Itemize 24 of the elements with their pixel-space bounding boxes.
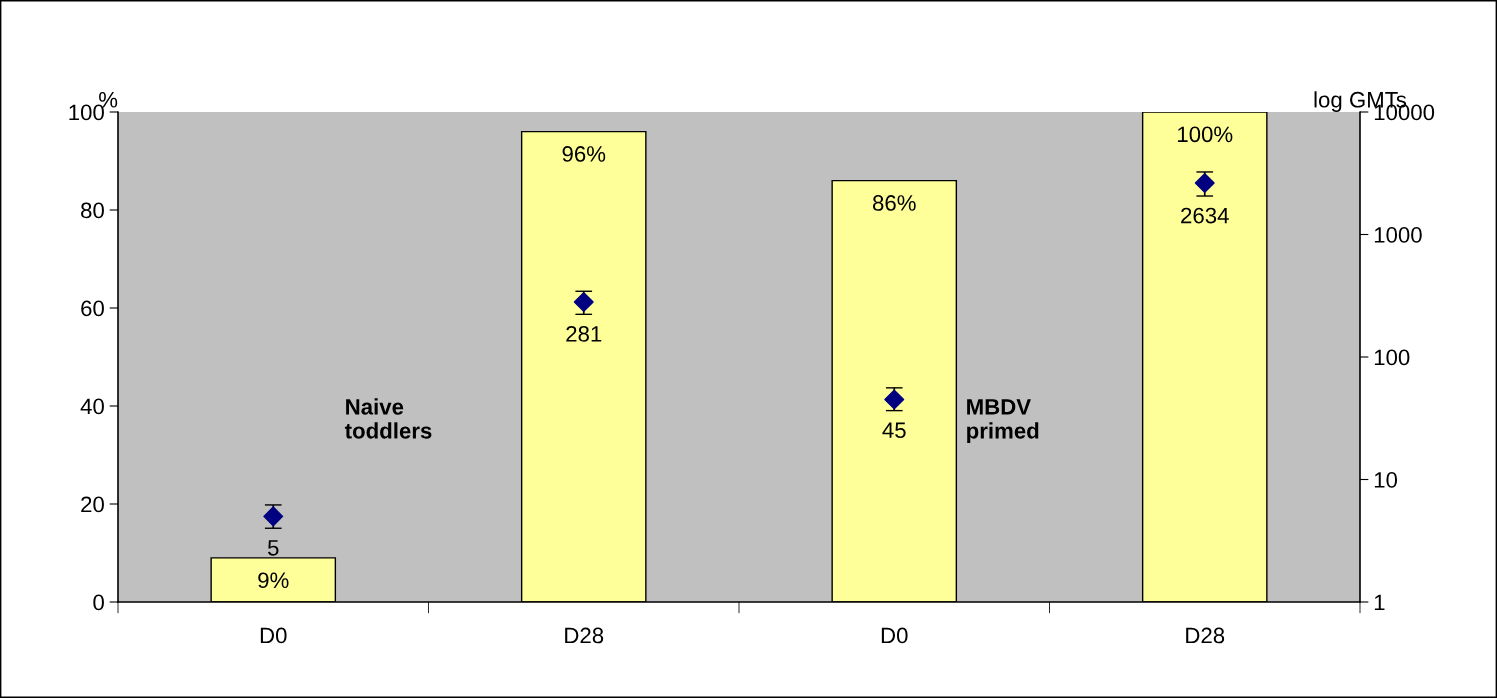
data-label: 5 <box>267 540 279 556</box>
y2-tick-label: 1 <box>1374 594 1385 611</box>
data-label: 281 <box>566 326 602 342</box>
y2-tick-label: 100 <box>1374 349 1410 366</box>
y2-tick-label: 1000 <box>1374 227 1422 243</box>
annotation: MBDV primed <box>967 399 1039 444</box>
point <box>1194 172 1215 193</box>
annotation: Naive toddlers <box>344 398 432 439</box>
x-tick-label: D0 <box>260 627 287 644</box>
y-tick-label: 40 <box>80 398 104 415</box>
x-tick-label: D28 <box>1186 627 1225 644</box>
y-tick-label: 60 <box>81 300 104 317</box>
data-label: 45 <box>882 422 906 439</box>
y-tick-label: 80 <box>81 202 104 219</box>
data-label: 9% <box>258 572 289 589</box>
y2-tick-label: 10 <box>1374 472 1398 488</box>
x-tick-label: D0 <box>881 627 908 644</box>
data-label: 86% <box>872 195 916 211</box>
data-label: 2634 <box>1181 207 1229 224</box>
x-tick-label: D28 <box>565 627 604 644</box>
data-label: 96% <box>562 146 606 162</box>
y-tick-label: 0 <box>93 594 104 611</box>
y-tick-label: 20 <box>81 496 104 513</box>
data-label: 100% <box>1178 126 1233 143</box>
